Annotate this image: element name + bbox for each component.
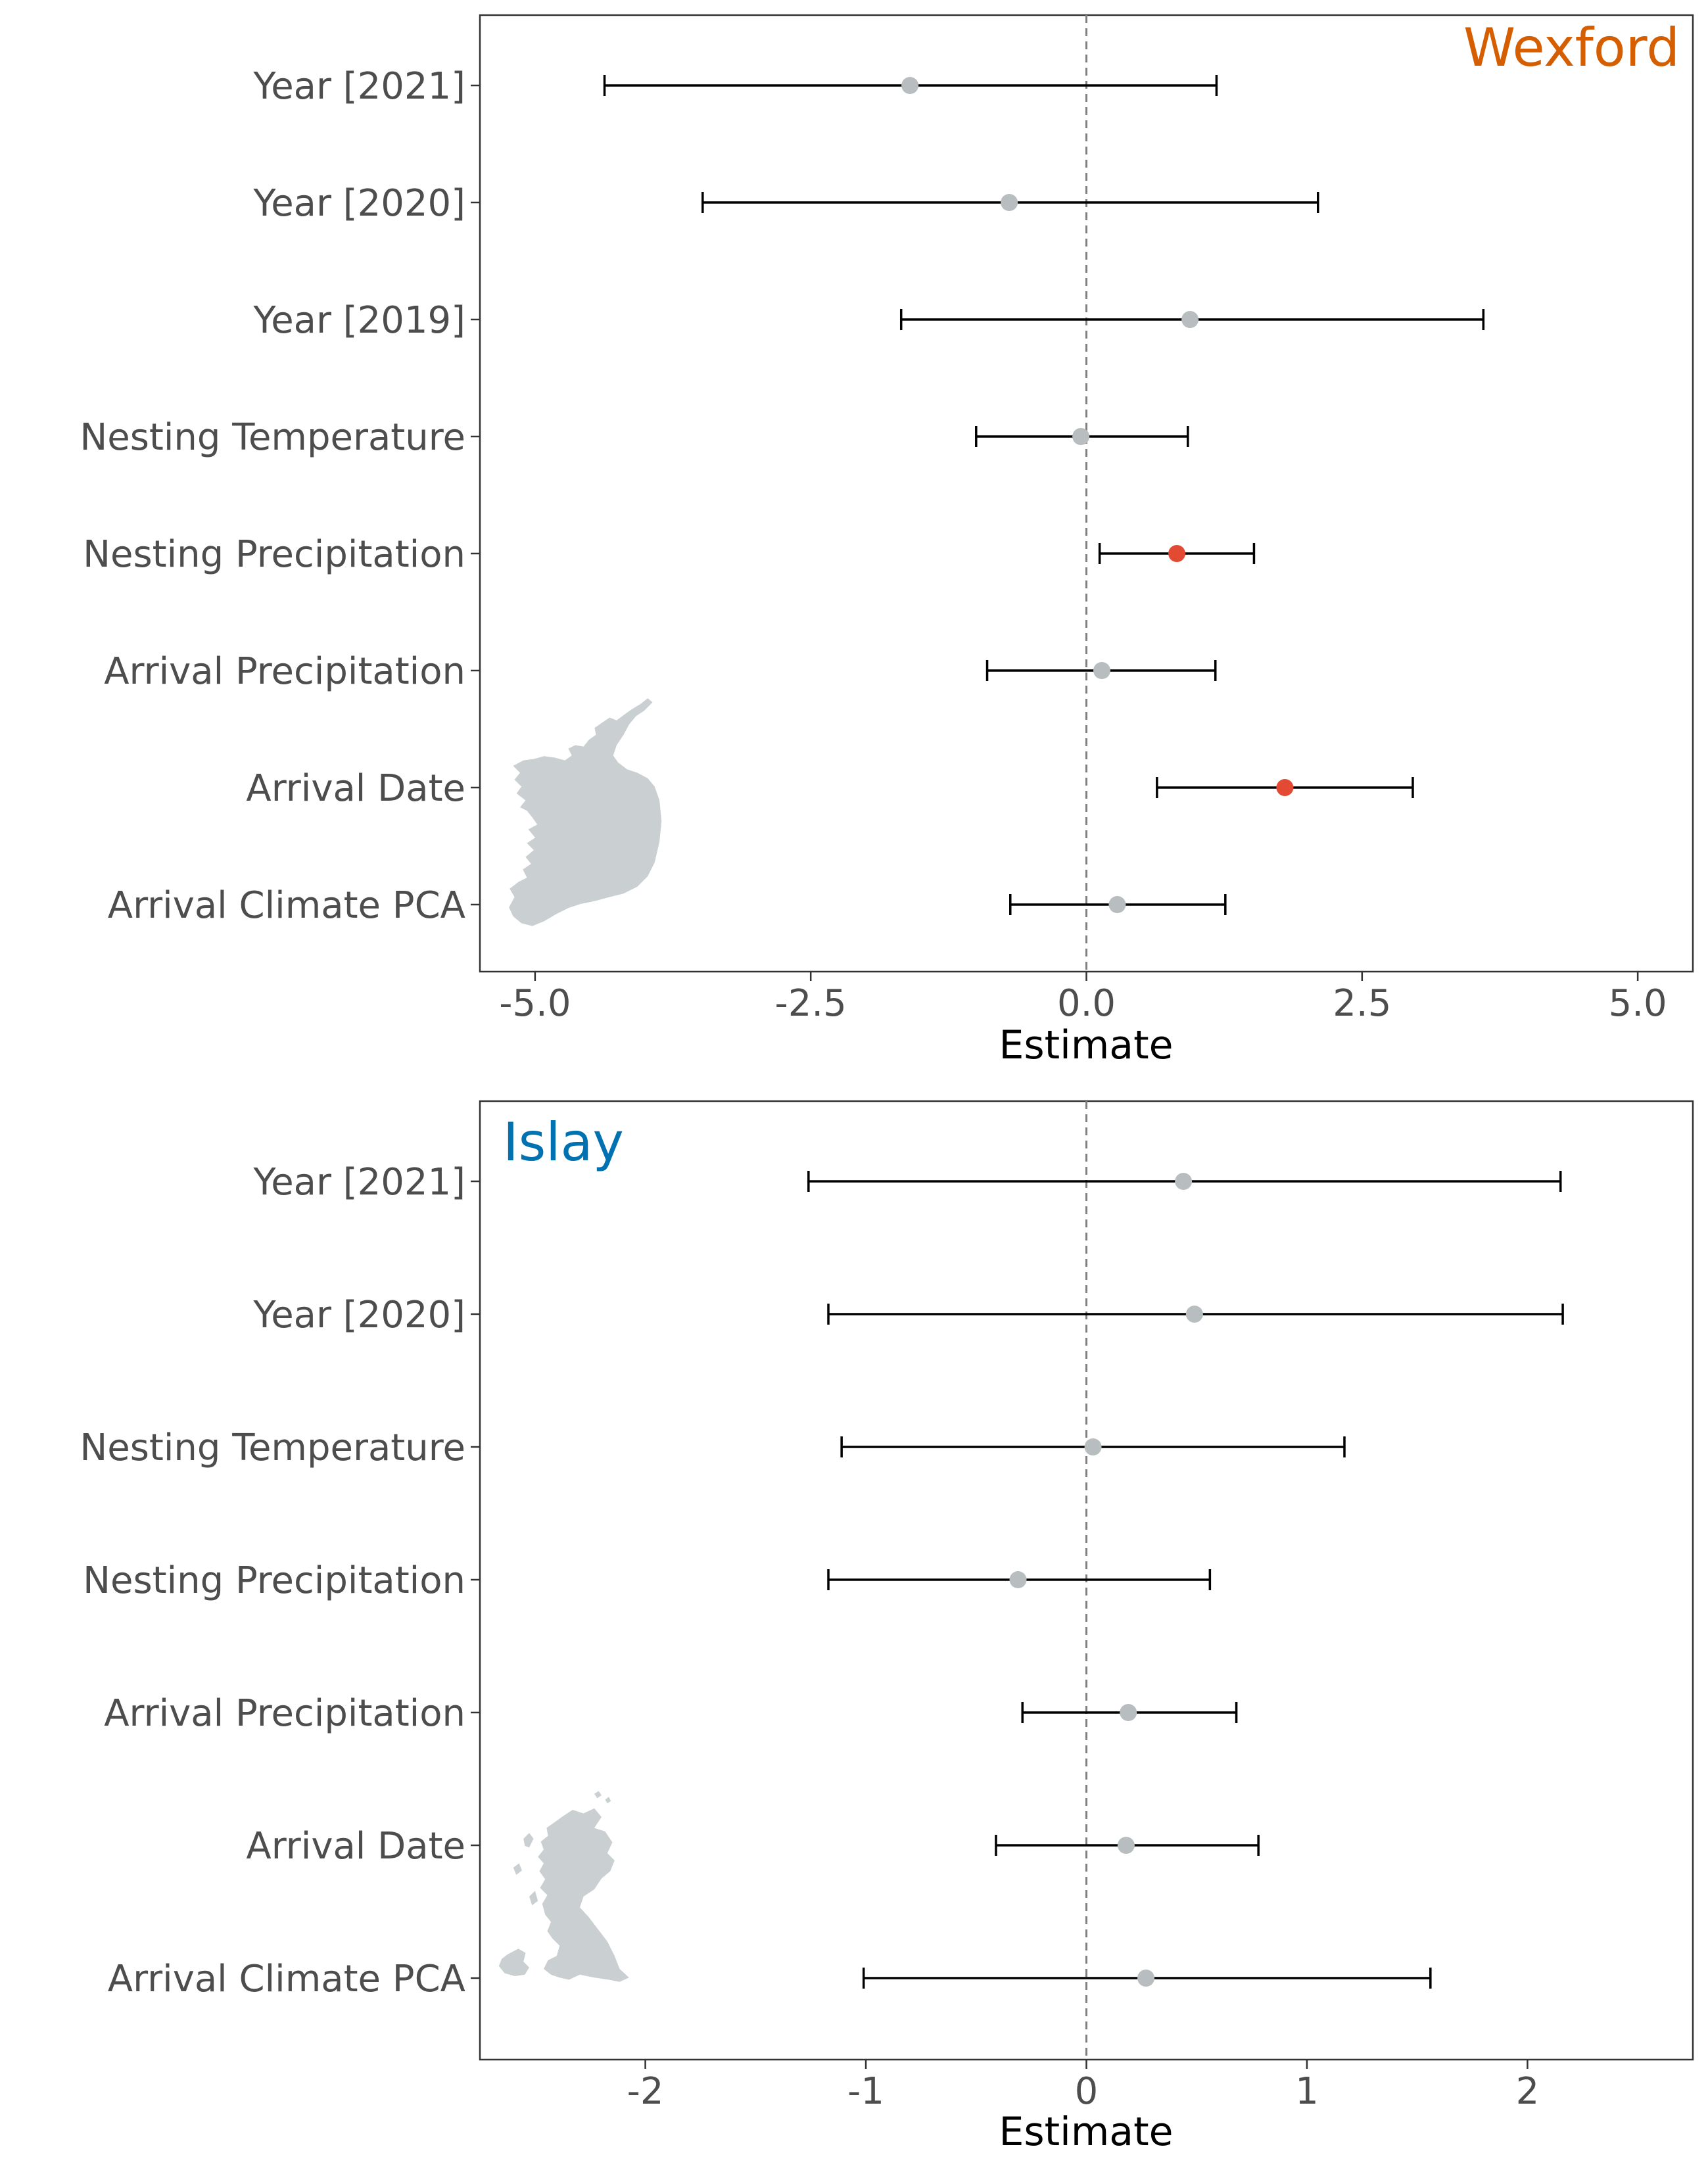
estimate-point — [901, 77, 919, 94]
estimate-point — [1001, 194, 1018, 211]
wexford-coefficient-row — [899, 309, 1485, 330]
x-tick-label: 2 — [1516, 2070, 1540, 2113]
islay-coefficient-row — [827, 1569, 1212, 1590]
estimate-point — [1181, 311, 1199, 328]
islay-x-ticks: -2 -1 0 1 2 — [627, 2060, 1540, 2113]
islay-panel: Year [2021] Year [2020] Nesting Temperatur… — [80, 1100, 1694, 2155]
y-tick-label: Year [2019] — [252, 299, 465, 342]
x-tick-label: 5.0 — [1609, 982, 1667, 1025]
islay-coefficient-row — [1021, 1702, 1238, 1723]
y-tick-label: Arrival Date — [246, 1825, 465, 1868]
y-tick-label: Arrival Precipitation — [104, 650, 465, 693]
wexford-y-tick-labels: Year [2021] Year [2020] Year [2019] Nesting… — [80, 65, 480, 927]
estimate-point — [1093, 662, 1110, 679]
estimate-point — [1009, 1571, 1027, 1588]
x-tick-label: 2.5 — [1333, 982, 1391, 1025]
estimate-point — [1108, 896, 1126, 913]
y-tick-label: Arrival Climate PCA — [108, 1958, 465, 2000]
wexford-coefficient-row — [1156, 777, 1414, 798]
wexford-coefficient-marks — [603, 75, 1485, 915]
islay-coefficient-row — [827, 1304, 1564, 1325]
islay-coefficient-row — [995, 1835, 1260, 1856]
estimate-point — [1084, 1438, 1102, 1455]
estimate-point — [1185, 1306, 1203, 1323]
x-tick-label: 0.0 — [1057, 982, 1116, 1025]
islay-coefficient-row — [807, 1171, 1562, 1192]
wexford-coefficient-row — [603, 75, 1218, 96]
wexford-coefficient-row — [1009, 894, 1227, 915]
islay-coefficient-row — [840, 1436, 1346, 1457]
y-tick-label: Year [2021] — [252, 65, 465, 108]
estimate-point — [1072, 428, 1090, 445]
y-tick-label: Arrival Climate PCA — [108, 884, 465, 927]
estimate-point — [1168, 545, 1186, 562]
wexford-coefficient-row — [701, 192, 1319, 213]
islay-panel-label: Islay — [503, 1112, 624, 1173]
estimate-point — [1137, 1970, 1155, 1987]
estimate-point — [1117, 1837, 1135, 1854]
x-tick-label: 1 — [1295, 2070, 1319, 2113]
wexford-panel-label: Wexford — [1463, 17, 1680, 78]
y-tick-label: Nesting Precipitation — [83, 533, 465, 576]
y-tick-label: Year [2021] — [252, 1161, 465, 1204]
ireland-map-icon — [509, 698, 662, 926]
estimate-point — [1120, 1704, 1137, 1721]
y-tick-label: Nesting Temperature — [80, 1427, 465, 1469]
islay-coefficient-marks — [807, 1171, 1564, 1989]
wexford-x-axis-title: Estimate — [999, 1022, 1173, 1068]
y-tick-label: Arrival Precipitation — [104, 1692, 465, 1735]
wexford-coefficient-row — [1098, 543, 1256, 564]
islay-y-tick-labels: Year [2021] Year [2020] Nesting Temperatur… — [80, 1161, 480, 2000]
estimate-point — [1175, 1173, 1193, 1190]
islay-coefficient-row — [862, 1968, 1432, 1989]
wexford-x-ticks: -5.0 -2.5 0.0 2.5 5.0 — [499, 972, 1667, 1025]
x-tick-label: 0 — [1075, 2070, 1099, 2113]
x-tick-label: -2 — [627, 2070, 664, 2113]
y-tick-label: Arrival Date — [246, 767, 465, 810]
y-tick-label: Year [2020] — [252, 1294, 465, 1336]
x-tick-label: -1 — [847, 2070, 884, 2113]
wexford-coefficient-row — [975, 426, 1189, 447]
scotland-map-icon — [498, 1791, 629, 1982]
x-tick-label: -5.0 — [499, 982, 571, 1025]
y-tick-label: Nesting Precipitation — [83, 1559, 465, 1602]
wexford-panel: Year [2021] Year [2020] Year [2019] Nesting… — [80, 14, 1694, 1068]
estimate-point — [1276, 779, 1294, 796]
x-tick-label: -2.5 — [775, 982, 847, 1025]
wexford-coefficient-row — [985, 660, 1217, 681]
y-tick-label: Nesting Temperature — [80, 416, 465, 459]
y-tick-label: Year [2020] — [252, 182, 465, 225]
islay-x-axis-title: Estimate — [999, 2109, 1173, 2155]
